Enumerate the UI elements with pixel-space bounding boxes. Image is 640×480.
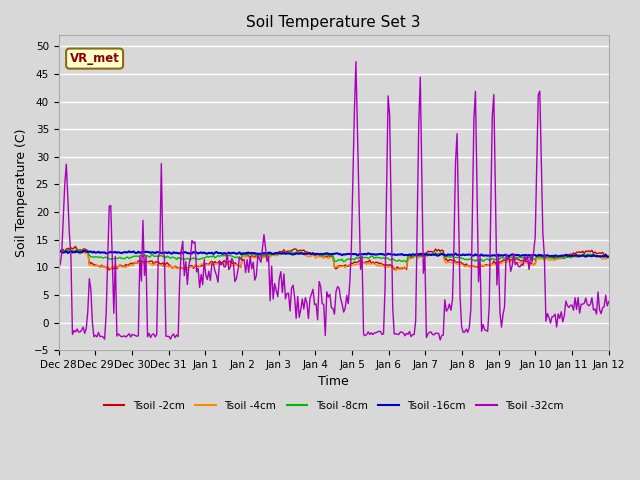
Legend: Tsoil -2cm, Tsoil -4cm, Tsoil -8cm, Tsoil -16cm, Tsoil -32cm: Tsoil -2cm, Tsoil -4cm, Tsoil -8cm, Tsoi…: [99, 396, 568, 415]
Y-axis label: Soil Temperature (C): Soil Temperature (C): [15, 129, 28, 257]
X-axis label: Time: Time: [318, 375, 349, 388]
Text: VR_met: VR_met: [70, 52, 120, 65]
Title: Soil Temperature Set 3: Soil Temperature Set 3: [246, 15, 421, 30]
